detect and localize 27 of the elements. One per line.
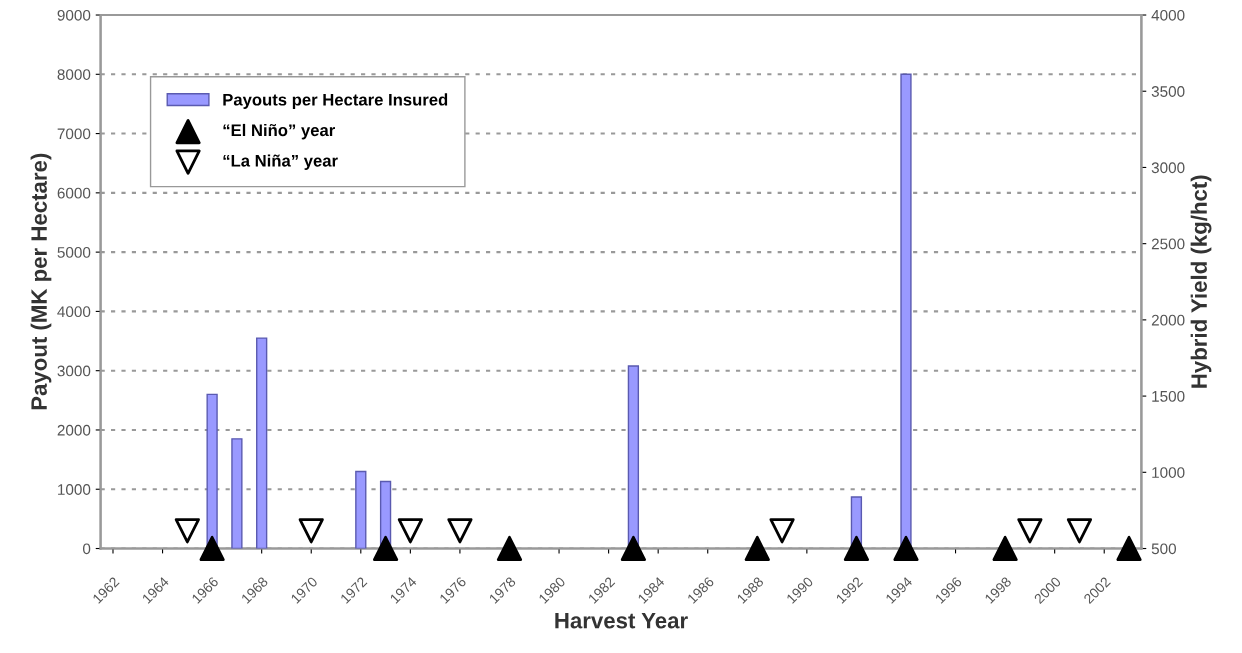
y-axis-title: Payout (MK per Hectare) [30, 153, 52, 410]
y2-tick-label: 1500 [1152, 390, 1185, 402]
y2-tick-label: 3500 [1151, 86, 1185, 97]
bar [231, 438, 243, 549]
y-tick-label: 1000 [58, 484, 91, 495]
bar [256, 337, 268, 549]
y2-tick-label: 2500 [1151, 238, 1185, 250]
y2-tick-label: 1000 [1152, 467, 1185, 478]
y-tick-label: 0 [82, 543, 91, 555]
legend-label: “La Niña” year [223, 154, 338, 170]
y-tick-label: 2000 [57, 424, 91, 436]
bar [355, 470, 367, 549]
y2-tick-label: 500 [1151, 543, 1177, 555]
y-tick-label: 9000 [57, 9, 91, 21]
y-tick-label: 8000 [57, 69, 91, 80]
x-axis-title: Harvest Year [555, 612, 688, 629]
y-tick-label: 5000 [57, 247, 91, 258]
y-tick-label: 7000 [57, 128, 91, 140]
legend-label: “El Niño” year [223, 123, 335, 140]
y-tick-label: 3000 [57, 365, 91, 377]
legend-label: Payouts per Hectare Insured [223, 93, 448, 109]
y-tick-label: 4000 [57, 306, 91, 318]
y-tick-label: 6000 [57, 187, 91, 199]
y2-tick-label: 3000 [1151, 162, 1185, 174]
y2-axis-title: Hybrid Yield (kg/hct) [1190, 175, 1212, 388]
y2-tick-label: 2000 [1151, 314, 1185, 326]
y2-tick-label: 4000 [1151, 9, 1185, 21]
